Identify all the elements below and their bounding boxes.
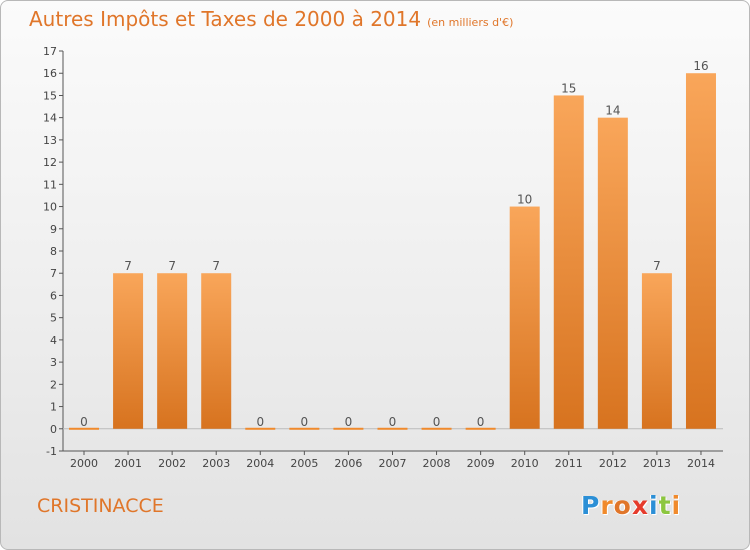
proxiti-logo: Proxiti xyxy=(581,491,681,520)
chart-subtitle: (en milliers d'€) xyxy=(427,16,514,29)
y-tick-label: 2 xyxy=(50,378,57,391)
logo-letter: i xyxy=(671,491,682,520)
bar xyxy=(69,427,99,430)
x-tick-label: 2009 xyxy=(467,457,495,470)
bar xyxy=(685,73,716,429)
y-tick-label: 17 xyxy=(43,45,57,58)
data-label: 0 xyxy=(301,415,309,429)
data-label: 7 xyxy=(124,259,132,273)
bar xyxy=(333,427,364,430)
x-tick-label: 2007 xyxy=(378,457,406,470)
logo-letter: x xyxy=(631,491,649,520)
logo-letter: P xyxy=(581,491,601,520)
x-tick-label: 2012 xyxy=(599,457,627,470)
y-tick-label: 9 xyxy=(50,223,57,236)
bar xyxy=(289,427,320,430)
data-label: 7 xyxy=(168,259,176,273)
y-tick-label: 3 xyxy=(50,356,57,369)
data-label: 0 xyxy=(256,415,264,429)
x-tick-label: 2014 xyxy=(687,457,715,470)
data-label: 0 xyxy=(433,415,441,429)
data-label: 10 xyxy=(517,193,532,207)
y-tick-label: 12 xyxy=(43,156,57,169)
data-label: 16 xyxy=(693,59,708,73)
x-tick-label: 2003 xyxy=(202,457,230,470)
data-label: 0 xyxy=(80,415,88,429)
bar xyxy=(553,95,584,429)
y-tick-label: 16 xyxy=(43,67,57,80)
logo-letter: i xyxy=(649,491,659,520)
bar xyxy=(597,117,628,429)
location-name: CRISTINACCE xyxy=(37,495,164,517)
y-tick-label: 1 xyxy=(50,401,57,414)
chart-title-block: Autres Impôts et Taxes de 2000 à 2014 (en… xyxy=(29,7,513,31)
y-tick-label: 13 xyxy=(43,134,57,147)
logo-letter: t xyxy=(658,491,672,520)
x-tick-label: 2000 xyxy=(70,457,98,470)
bar xyxy=(509,206,540,429)
y-tick-label: 7 xyxy=(50,267,57,280)
x-tick-label: 2006 xyxy=(334,457,362,470)
bar xyxy=(201,273,232,429)
y-tick-label: 8 xyxy=(50,245,57,258)
x-tick-label: 2005 xyxy=(290,457,318,470)
x-tick-label: 2004 xyxy=(246,457,274,470)
y-tick-label: 10 xyxy=(43,201,57,214)
data-label: 0 xyxy=(389,415,397,429)
x-tick-label: 2001 xyxy=(114,457,142,470)
y-tick-label: 11 xyxy=(43,178,57,191)
data-label: 15 xyxy=(561,81,576,95)
bar xyxy=(465,427,496,430)
data-label: 0 xyxy=(477,415,485,429)
bar xyxy=(245,427,276,430)
bar xyxy=(641,273,672,429)
y-tick-label: 6 xyxy=(50,289,57,302)
data-label: 14 xyxy=(605,104,620,118)
bar xyxy=(377,427,408,430)
bar xyxy=(157,273,188,429)
x-tick-label: 2011 xyxy=(555,457,583,470)
data-label: 7 xyxy=(653,259,661,273)
x-tick-label: 2010 xyxy=(511,457,539,470)
y-tick-label: 4 xyxy=(50,334,57,347)
data-label: 0 xyxy=(345,415,353,429)
bar xyxy=(421,427,452,430)
y-tick-label: 5 xyxy=(50,312,57,325)
x-tick-label: 2002 xyxy=(158,457,186,470)
logo-letter: o xyxy=(613,491,632,520)
x-tick-label: 2008 xyxy=(423,457,451,470)
logo-letter: r xyxy=(600,491,614,520)
y-tick-label: 15 xyxy=(43,89,57,102)
y-tick-label: -1 xyxy=(46,445,57,458)
data-label: 7 xyxy=(212,259,220,273)
bar xyxy=(113,273,144,429)
x-tick-label: 2013 xyxy=(643,457,671,470)
y-tick-label: 0 xyxy=(50,423,57,436)
y-tick-label: 14 xyxy=(43,112,57,125)
chart-title: Autres Impôts et Taxes de 2000 à 2014 xyxy=(29,7,422,31)
